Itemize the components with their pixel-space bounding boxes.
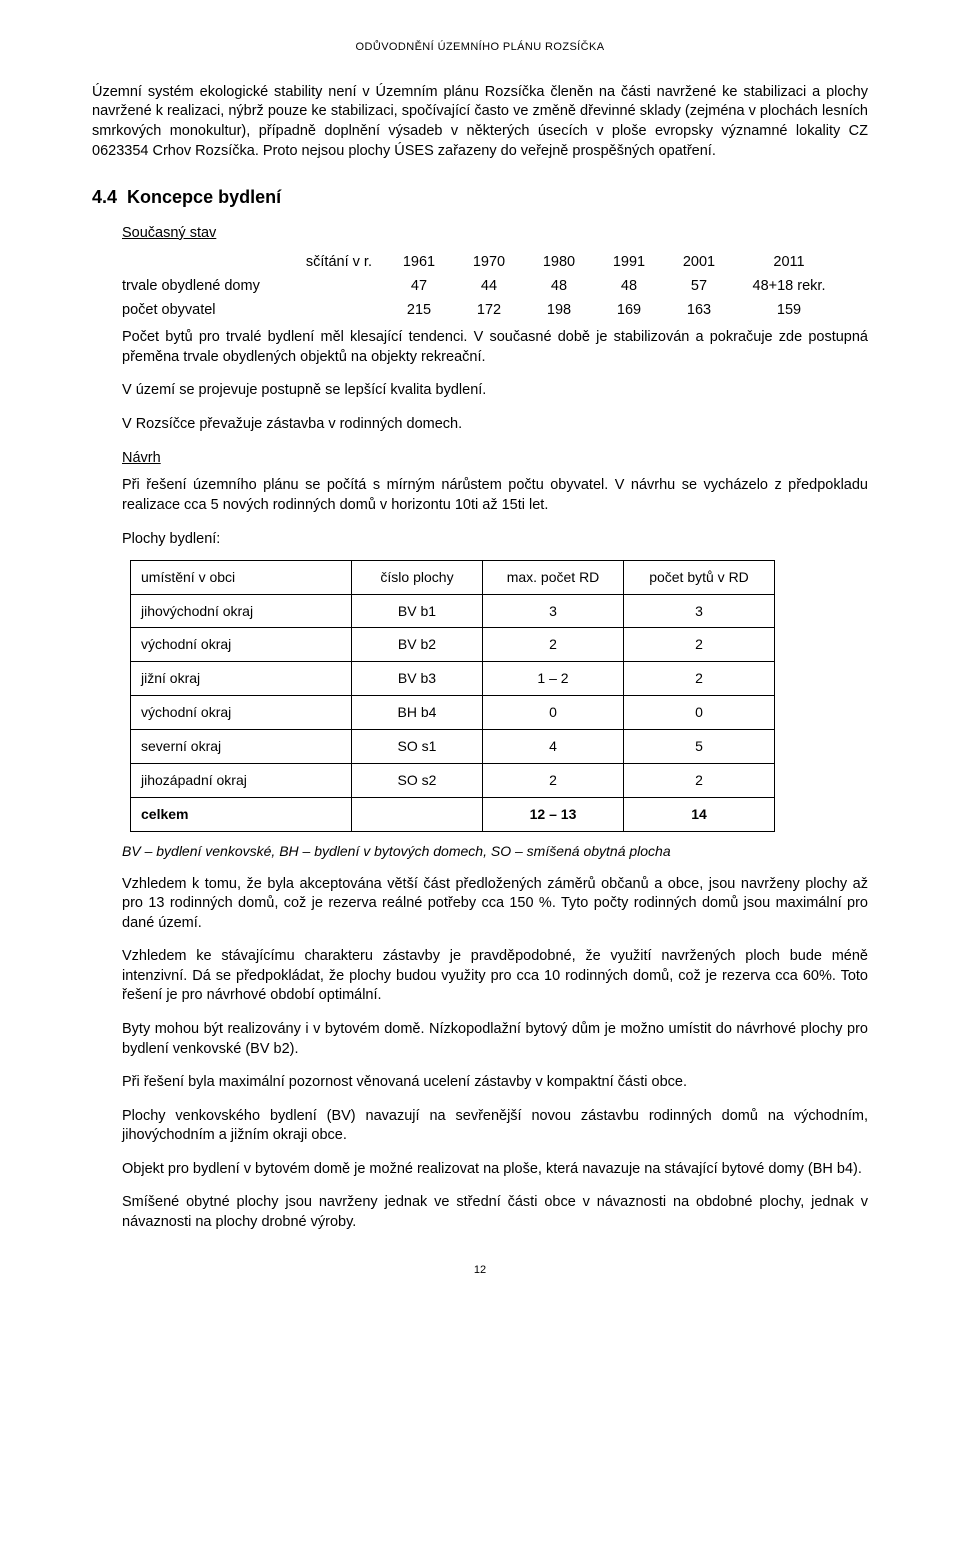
housing-cell: 2 (624, 628, 775, 662)
housing-cell: 2 (483, 628, 624, 662)
housing-col2: číslo plochy (352, 560, 483, 594)
housing-row: jihovýchodní okraj BV b1 3 3 (131, 594, 775, 628)
housing-cell: 2 (624, 763, 775, 797)
section-heading: 4.4 Koncepce bydlení (92, 185, 868, 209)
page-header: ODŮVODNĚNÍ ÚZEMNÍHO PLÁNU ROZSÍČKA (92, 40, 868, 55)
housing-cell: jihovýchodní okraj (131, 594, 352, 628)
housing-table: umístění v obci číslo plochy max. počet … (130, 560, 775, 832)
section-number: 4.4 (92, 187, 117, 207)
housing-cell: 0 (483, 696, 624, 730)
census-table: sčítání v r. 1961 1970 1980 1991 2001 20… (122, 251, 868, 322)
census-header-row: sčítání v r. 1961 1970 1980 1991 2001 20… (122, 251, 844, 275)
census-year-2: 1980 (524, 251, 594, 275)
housing-table-header: umístění v obci číslo plochy max. počet … (131, 560, 775, 594)
census-row2-label: počet obyvatel (122, 299, 384, 323)
housing-cell: 2 (624, 662, 775, 696)
housing-col4: počet bytů v RD (624, 560, 775, 594)
housing-cell: 14 (624, 797, 775, 831)
housing-cell: 1 – 2 (483, 662, 624, 696)
housing-cell: severní okraj (131, 730, 352, 764)
intro-paragraph: Územní systém ekologické stability není … (92, 83, 868, 161)
housing-cell (352, 797, 483, 831)
housing-label: Plochy bydlení: (122, 530, 868, 550)
housing-col3: max. počet RD (483, 560, 624, 594)
housing-row: jižní okraj BV b3 1 – 2 2 (131, 662, 775, 696)
census-year-4: 2001 (664, 251, 734, 275)
housing-col1: umístění v obci (131, 560, 352, 594)
census-row1-label: trvale obydlené domy (122, 275, 384, 299)
housing-row: východní okraj BH b4 0 0 (131, 696, 775, 730)
paragraph-10: Plochy venkovského bydlení (BV) navazují… (122, 1107, 868, 1146)
census-row2-1: 172 (454, 299, 524, 323)
paragraph-6: Vzhledem k tomu, že byla akceptována vět… (122, 875, 868, 934)
census-row1-1: 44 (454, 275, 524, 299)
census-row2-3: 169 (594, 299, 664, 323)
census-row-houses: trvale obydlené domy 47 44 48 48 57 48+1… (122, 275, 844, 299)
census-row2-0: 215 (384, 299, 454, 323)
census-row1-2: 48 (524, 275, 594, 299)
paragraph-8: Byty mohou být realizovány i v bytovém d… (122, 1020, 868, 1059)
housing-table-note: BV – bydlení venkovské, BH – bydlení v b… (122, 842, 868, 861)
census-year-1: 1970 (454, 251, 524, 275)
paragraph-11: Objekt pro bydlení v bytovém domě je mož… (122, 1160, 868, 1180)
housing-cell: východní okraj (131, 628, 352, 662)
paragraph-7: Vzhledem ke stávajícímu charakteru zásta… (122, 947, 868, 1006)
housing-cell: celkem (131, 797, 352, 831)
housing-row: východní okraj BV b2 2 2 (131, 628, 775, 662)
paragraph-5: Při řešení územního plánu se počítá s mí… (122, 476, 868, 515)
census-row2-4: 163 (664, 299, 734, 323)
census-row1-4: 57 (664, 275, 734, 299)
paragraph-9: Při řešení byla maximální pozornost věno… (122, 1073, 868, 1093)
census-row2-2: 198 (524, 299, 594, 323)
census-row2-5: 159 (734, 299, 844, 323)
housing-cell: BV b1 (352, 594, 483, 628)
housing-row: severní okraj SO s1 4 5 (131, 730, 775, 764)
census-row-population: počet obyvatel 215 172 198 169 163 159 (122, 299, 844, 323)
census-header-label: sčítání v r. (122, 251, 384, 275)
housing-cell: SO s2 (352, 763, 483, 797)
housing-cell: 3 (624, 594, 775, 628)
housing-cell: 0 (624, 696, 775, 730)
paragraph-2: Počet bytů pro trvalé bydlení měl klesaj… (122, 328, 868, 367)
housing-cell: 12 – 13 (483, 797, 624, 831)
housing-cell: východní okraj (131, 696, 352, 730)
census-year-5: 2011 (734, 251, 844, 275)
census-year-3: 1991 (594, 251, 664, 275)
census-row1-0: 47 (384, 275, 454, 299)
subheading-current-state: Současný stav (122, 224, 868, 244)
census-year-0: 1961 (384, 251, 454, 275)
census-row1-3: 48 (594, 275, 664, 299)
census-row1-5: 48+18 rekr. (734, 275, 844, 299)
housing-cell: SO s1 (352, 730, 483, 764)
housing-cell: jihozápadní okraj (131, 763, 352, 797)
housing-cell: BH b4 (352, 696, 483, 730)
housing-cell: 4 (483, 730, 624, 764)
housing-cell: 5 (624, 730, 775, 764)
subheading-design: Návrh (122, 449, 868, 469)
section-title: Koncepce bydlení (127, 187, 281, 207)
housing-row-total: celkem 12 – 13 14 (131, 797, 775, 831)
paragraph-12: Smíšené obytné plochy jsou navrženy jedn… (122, 1193, 868, 1232)
housing-cell: BV b2 (352, 628, 483, 662)
housing-cell: jižní okraj (131, 662, 352, 696)
housing-row: jihozápadní okraj SO s2 2 2 (131, 763, 775, 797)
housing-cell: BV b3 (352, 662, 483, 696)
paragraph-4: V Rozsíčce převažuje zástavba v rodinnýc… (122, 415, 868, 435)
page-number: 12 (92, 1263, 868, 1278)
paragraph-3: V území se projevuje postupně se lepšící… (122, 381, 868, 401)
housing-cell: 3 (483, 594, 624, 628)
housing-cell: 2 (483, 763, 624, 797)
